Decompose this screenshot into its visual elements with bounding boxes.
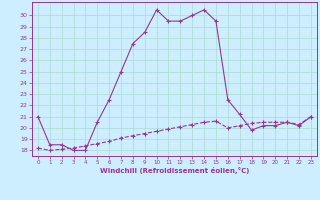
X-axis label: Windchill (Refroidissement éolien,°C): Windchill (Refroidissement éolien,°C) [100,167,249,174]
